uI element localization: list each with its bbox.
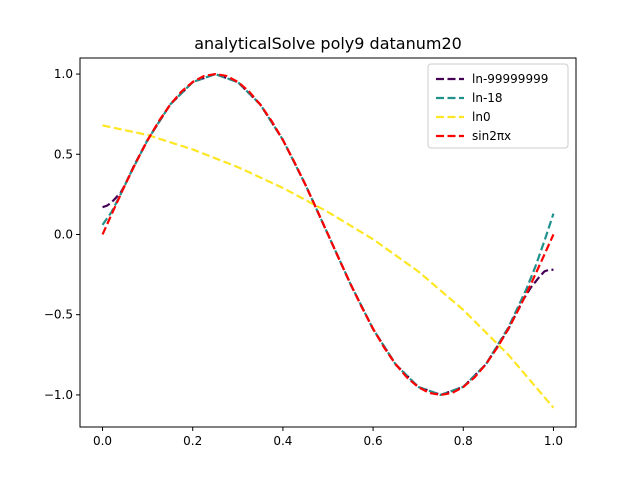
legend-label: ln-18	[472, 91, 503, 105]
legend-label: sin2πx	[472, 129, 511, 143]
x-tick-label: 0.2	[183, 434, 202, 448]
series-line-2	[102, 124, 555, 409]
plot-area	[101, 72, 555, 409]
series-line-3	[101, 72, 555, 397]
y-tick-label: 0.0	[54, 227, 73, 241]
x-tick-label: 0.6	[364, 434, 383, 448]
y-tick-label: −1.0	[44, 388, 73, 402]
x-axis: 0.0 0.2 0.4 0.6 0.8 1.0	[93, 427, 563, 448]
y-tick-label: 0.5	[54, 147, 73, 161]
x-tick-label: 0.8	[454, 434, 473, 448]
legend-label: ln-99999999	[472, 72, 548, 86]
x-tick-label: 0.0	[93, 434, 112, 448]
legend-box	[427, 63, 569, 149]
x-tick-label: 1.0	[544, 434, 563, 448]
x-tick-label: 0.4	[273, 434, 292, 448]
axes-frame	[79, 57, 577, 428]
legend-label: ln0	[472, 110, 491, 124]
y-axis: −1.0 −0.5 0.0 0.5 1.0	[44, 67, 80, 402]
y-tick-label: −0.5	[44, 308, 73, 322]
chart-title: analyticalSolve poly9 datanum20	[194, 34, 462, 53]
legend: ln-99999999 ln-18 ln0 sin2πx	[427, 63, 569, 149]
y-tick-label: 1.0	[54, 67, 73, 81]
